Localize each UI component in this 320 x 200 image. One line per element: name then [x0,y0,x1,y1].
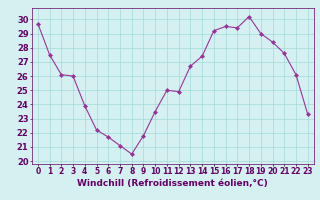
X-axis label: Windchill (Refroidissement éolien,°C): Windchill (Refroidissement éolien,°C) [77,179,268,188]
